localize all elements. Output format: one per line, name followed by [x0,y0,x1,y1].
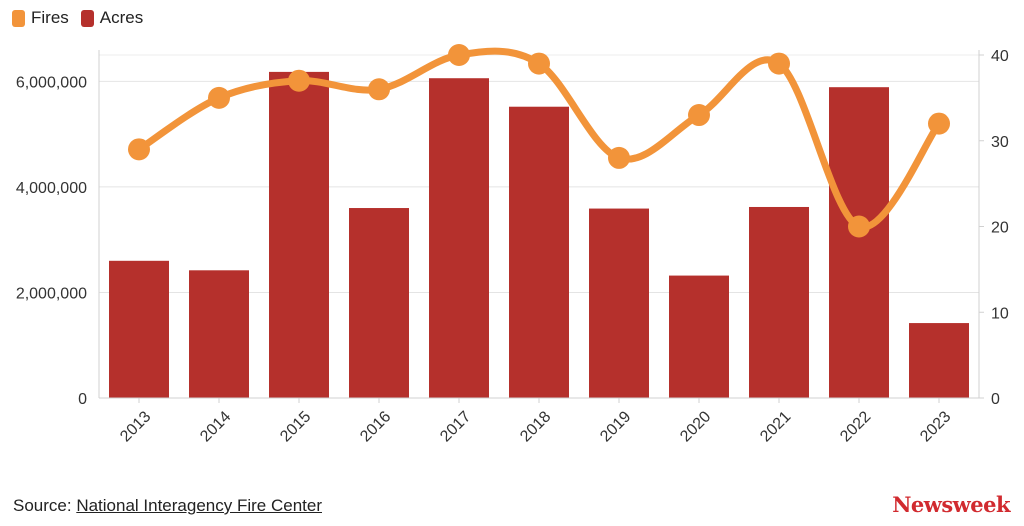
fires-point-2016 [368,78,390,101]
bar-2021 [749,206,809,398]
fires-point-2021 [768,52,790,75]
line-series-fires [128,44,950,238]
x-tick-label-2020: 2020 [677,408,714,445]
legend-item-fires[interactable]: Fires [12,8,69,28]
combo-chart: 0 2,000,000 4,000,000 6,000,000 0 10 20 30 40 201… [16,44,1009,445]
x-tick-label-2013: 2013 [117,408,154,445]
x-tick-label-2014: 2014 [197,408,234,445]
source-credit: Source: National Interagency Fire Center [13,496,322,516]
fires-point-2023 [928,112,950,135]
y-right-tick-label-4: 40 [991,48,1009,65]
legend-swatch-acres [80,9,94,27]
legend-swatch-fires [12,9,25,27]
y-left-tick-label-3: 6,000,000 [16,74,87,91]
fires-point-2019 [608,146,630,169]
fires-point-2020 [688,104,710,127]
fires-point-2015 [288,69,310,92]
bar-2015 [269,71,329,398]
x-tick-label-2018: 2018 [517,408,554,445]
fires-point-2022 [848,215,870,238]
bar-2018 [509,106,569,399]
fires-point-2017 [448,44,470,66]
fires-point-2018 [528,52,550,75]
y-left-tick-label-0: 0 [78,391,87,408]
source-prefix: Source: [13,496,77,515]
bar-2013 [109,260,169,398]
fires-point-2013 [128,138,150,161]
y-right-tick-label-1: 10 [991,305,1009,322]
y-right-tick-label-0: 0 [991,391,1000,408]
legend: Fires Acres [12,8,143,28]
y-left-tick-label-2: 4,000,000 [16,180,87,197]
fires-point-2014 [208,86,230,109]
source-link[interactable]: National Interagency Fire Center [76,496,322,515]
x-tick-label-2021: 2021 [757,408,794,445]
x-tick-label-2016: 2016 [357,408,394,445]
bar-series-acres [109,71,969,399]
x-tick-label-2022: 2022 [837,408,874,445]
bar-2014 [189,270,249,398]
bar-2017 [429,78,489,399]
bar-2020 [669,275,729,398]
legend-item-acres[interactable]: Acres [80,8,144,28]
newsweek-logo[interactable]: Newsweek [892,492,1010,517]
x-tick-label-2019: 2019 [597,408,634,445]
x-tick-label-2023: 2023 [917,408,954,445]
legend-label-fires: Fires [31,8,69,27]
bar-2023 [909,323,969,398]
bar-2022 [829,87,889,398]
y-right-tick-label-3: 30 [991,134,1009,151]
x-tick-label-2017: 2017 [437,408,474,445]
bar-2016 [349,208,409,398]
bar-2019 [589,208,649,398]
x-tick-label-2015: 2015 [277,408,314,445]
legend-label-acres: Acres [99,8,144,27]
y-right-tick-label-2: 20 [991,220,1009,237]
y-left-tick-label-1: 2,000,000 [16,285,87,302]
